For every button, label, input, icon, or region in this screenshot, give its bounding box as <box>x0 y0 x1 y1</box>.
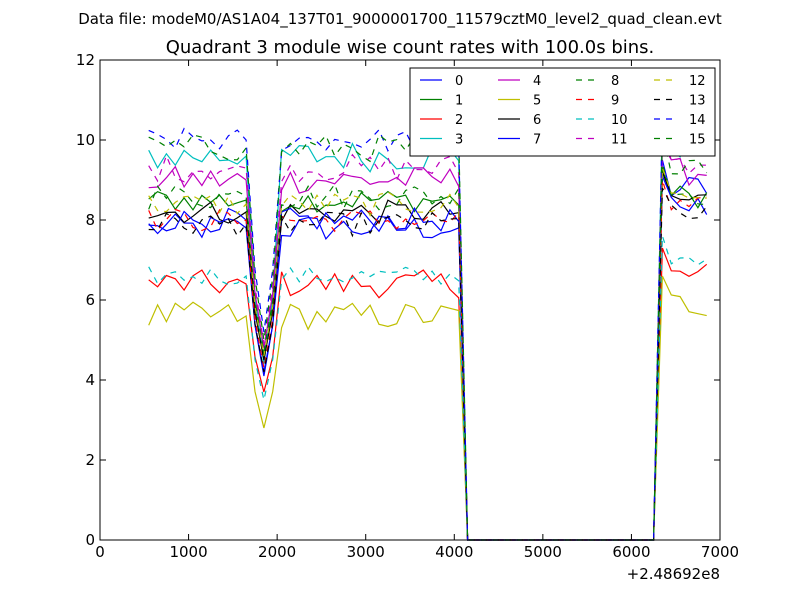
legend-label-12: 12 <box>689 74 706 89</box>
chart-suptitle: Data file: modeM0/AS1A04_137T01_90000017… <box>78 10 722 29</box>
series-line-9 <box>148 179 707 541</box>
x-tick-label: 1000 <box>169 543 207 561</box>
legend-label-3: 3 <box>455 133 463 148</box>
legend-label-4: 4 <box>533 74 541 89</box>
legend-label-15: 15 <box>689 133 706 148</box>
y-tick-label: 8 <box>85 211 95 229</box>
series-line-3 <box>148 115 708 541</box>
legend-label-1: 1 <box>455 94 463 109</box>
legend-label-2: 2 <box>455 113 463 128</box>
legend-label-11: 11 <box>611 133 628 148</box>
series-line-12 <box>148 167 707 541</box>
x-tick-label: 3000 <box>347 543 385 561</box>
x-tick-label: 4000 <box>435 543 473 561</box>
y-tick-label: 12 <box>76 51 95 69</box>
legend-box <box>409 67 716 157</box>
y-tick-label: 6 <box>85 291 95 309</box>
series-line-10 <box>148 235 708 541</box>
legend-label-7: 7 <box>533 133 541 148</box>
legend-label-5: 5 <box>533 94 541 109</box>
x-offset-label: +2.48692e8 <box>627 565 720 583</box>
y-tick-label: 10 <box>76 131 95 149</box>
series-line-5 <box>148 275 707 541</box>
x-tick-label: 6000 <box>612 543 650 561</box>
series-line-1 <box>148 167 708 541</box>
legend-label-9: 9 <box>611 94 619 109</box>
x-tick-label: 5000 <box>524 543 562 561</box>
y-tick-label: 0 <box>85 531 95 549</box>
x-tick-label: 0 <box>95 543 105 561</box>
y-tick-label: 2 <box>85 451 95 469</box>
series-line-7 <box>148 175 708 541</box>
series-line-13 <box>148 187 708 541</box>
x-tick-label: 2000 <box>258 543 296 561</box>
legend-label-8: 8 <box>611 74 619 89</box>
legend-label-6: 6 <box>533 113 541 128</box>
x-tick-label: 7000 <box>701 543 739 561</box>
legend-label-0: 0 <box>455 74 463 89</box>
plot-lines <box>148 111 708 541</box>
chart-title: Quadrant 3 module wise count rates with … <box>166 37 655 58</box>
legend-label-13: 13 <box>689 94 706 109</box>
series-line-11 <box>148 131 707 541</box>
legend-label-10: 10 <box>611 113 628 128</box>
series-line-15 <box>148 131 708 541</box>
y-tick-label: 4 <box>85 371 95 389</box>
legend-label-14: 14 <box>689 113 706 128</box>
series-line-6 <box>148 171 707 541</box>
series-line-2 <box>148 247 708 541</box>
